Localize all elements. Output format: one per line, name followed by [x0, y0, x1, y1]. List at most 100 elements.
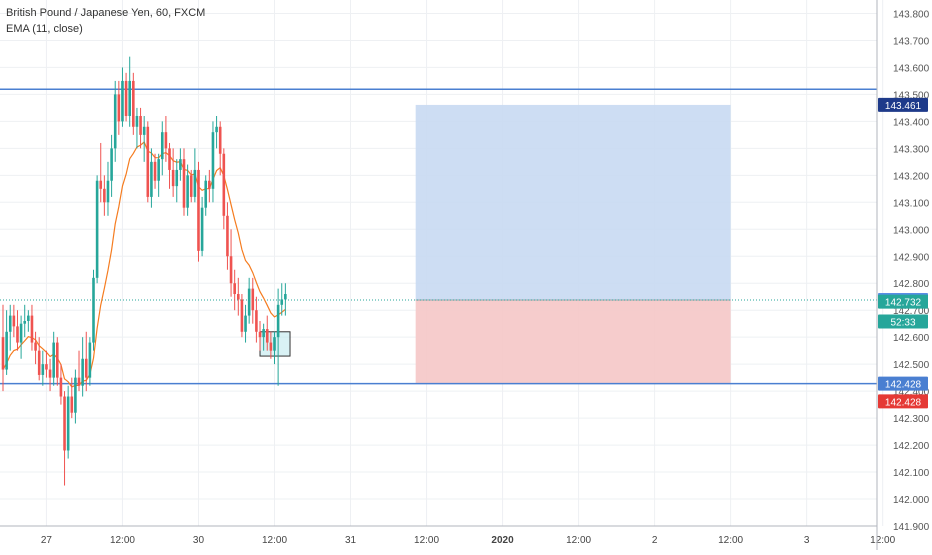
ema-line: [2, 140, 286, 388]
candle-body: [8, 315, 12, 332]
ema-line-path: [2, 140, 286, 388]
position-loss-zone: [415, 299, 731, 384]
candle-body: [48, 369, 52, 378]
candle-body: [233, 283, 236, 295]
candle-body: [45, 364, 48, 370]
y-tick-label: 143.800: [893, 9, 930, 20]
candle-body: [95, 180, 99, 278]
candle-body: [5, 331, 8, 370]
x-tick-label: 12:00: [110, 535, 135, 546]
candle-body: [218, 126, 222, 154]
candle-body: [146, 126, 150, 197]
x-tick-label: 2: [652, 535, 658, 546]
x-tick-label: 12:00: [262, 535, 287, 546]
candle-body: [92, 277, 95, 343]
x-tick-label: 31: [345, 535, 357, 546]
price-badge-label: 142.428: [885, 380, 922, 391]
candle-body: [117, 94, 121, 122]
candle-body: [244, 315, 247, 332]
chart-title: British Pound / Japanese Yen, 60, FXCM: [6, 7, 206, 19]
y-tick-label: 143.600: [893, 63, 930, 74]
candle-body: [157, 159, 160, 181]
candle-body: [103, 188, 106, 203]
candle-body: [182, 159, 186, 208]
price-badge: [878, 394, 928, 409]
price-badge-label: 52:33: [890, 318, 915, 329]
x-tick-label: 30: [193, 535, 205, 546]
candle-body: [77, 377, 81, 386]
candle-body: [186, 175, 189, 208]
candle-body: [280, 299, 284, 305]
candle-body: [19, 323, 23, 343]
legend: British Pound / Japanese Yen, 60, FXCM E…: [6, 5, 205, 37]
y-tick-label: 142.700: [893, 306, 930, 317]
candle-body: [226, 215, 229, 257]
candle-body: [70, 396, 74, 413]
candle-body: [16, 326, 19, 343]
y-tick-label: 143.400: [893, 117, 930, 128]
y-tick-label: 143.300: [893, 144, 930, 155]
y-tick-label: 142.900: [893, 252, 930, 263]
candle-body: [284, 294, 287, 300]
price-badge: [878, 376, 928, 391]
y-tick-label: 142.500: [893, 360, 930, 371]
candle-body: [142, 126, 146, 135]
position-tool: [259, 104, 731, 384]
candle-body: [59, 377, 63, 397]
indicator-label: EMA (11, close): [6, 23, 83, 35]
candle-body: [247, 288, 251, 316]
candle-body: [56, 342, 59, 378]
y-tick-label: 142.400: [893, 387, 930, 398]
y-tick-label: 141.900: [893, 522, 930, 533]
x-tick-label: 12:00: [414, 535, 439, 546]
candle-body: [81, 358, 84, 386]
candle-body: [23, 320, 27, 324]
candle-body: [37, 350, 41, 375]
candle-body: [175, 169, 179, 187]
candle-body: [273, 337, 276, 351]
x-tick-label: 12:00: [718, 535, 743, 546]
candle-body: [229, 256, 233, 284]
y-tick-label: 142.800: [893, 279, 930, 290]
price-badge-label: 142.732: [885, 298, 922, 309]
price-badge: [878, 314, 928, 329]
candle-body: [63, 396, 66, 451]
candle-body: [12, 315, 16, 327]
candle-body: [258, 331, 262, 338]
candle-body: [150, 161, 153, 197]
candle-body: [262, 329, 265, 338]
y-tick-label: 142.600: [893, 333, 930, 344]
y-tick-label: 143.500: [893, 90, 930, 101]
x-tick-label: 3: [804, 535, 810, 546]
candle-body: [124, 80, 128, 116]
candle-body: [139, 115, 142, 135]
y-tick-label: 143.000: [893, 225, 930, 236]
candle-body: [197, 169, 200, 251]
candle-body: [215, 126, 218, 133]
candle-body: [41, 364, 45, 375]
candle-body: [74, 377, 77, 413]
candle-body: [255, 310, 258, 332]
candle-body: [211, 132, 215, 189]
candle-body: [200, 207, 204, 251]
x-tick-label: 12:00: [870, 535, 895, 546]
candle-body: [132, 80, 135, 127]
candle-body: [84, 358, 88, 378]
candle-body: [106, 180, 110, 203]
y-tick-label: 143.100: [893, 198, 930, 209]
candle-body: [204, 180, 208, 208]
position-profit-zone: [415, 104, 731, 300]
y-tick-label: 142.100: [893, 468, 930, 479]
candle-body: [189, 175, 193, 197]
candle-body: [113, 94, 117, 149]
candle-body: [222, 153, 226, 216]
candle-body: [269, 342, 273, 351]
y-tick-label: 142.000: [893, 495, 930, 506]
y-tick-label: 143.700: [893, 36, 930, 47]
x-tick-label: 27: [41, 535, 53, 546]
candle-body: [160, 132, 164, 160]
candle-body: [121, 80, 124, 122]
